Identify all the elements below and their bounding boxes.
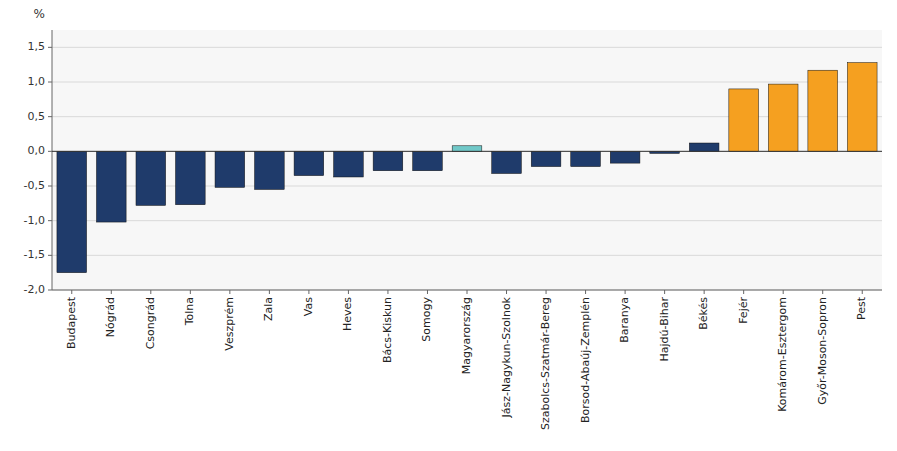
chart-svg: -2,0 -1,5 -1,0 -0,5 0,0 0,5 1,0 1,5% Budapest Nóg… xyxy=(0,0,897,451)
x-tick xyxy=(546,290,547,294)
bar xyxy=(334,151,364,177)
x-tick xyxy=(704,290,705,294)
bar xyxy=(136,151,166,205)
bar xyxy=(689,143,719,151)
x-tick xyxy=(506,290,507,294)
x-tick-label: Jász-Nagykun-Szolnok xyxy=(500,296,513,418)
y-axis-line xyxy=(52,30,53,290)
bar xyxy=(176,151,206,204)
plot-area xyxy=(52,30,882,290)
x-tick xyxy=(111,290,112,294)
x-tick xyxy=(387,290,388,294)
bar xyxy=(768,84,798,151)
x-tick xyxy=(743,290,744,294)
x-tick xyxy=(348,290,349,294)
x-tick xyxy=(664,290,665,294)
x-tick xyxy=(190,290,191,294)
x-tick-label: Csongrád xyxy=(144,297,157,349)
x-tick xyxy=(625,290,626,294)
x-tick-label: Somogy xyxy=(420,297,433,342)
x-tick-label: Szabolcs-Szatmár-Bereg xyxy=(539,297,552,430)
x-tick-label: Baranya xyxy=(618,297,631,343)
bar xyxy=(96,151,126,222)
bar xyxy=(847,63,877,152)
x-tick xyxy=(308,290,309,294)
chart-container: -2,0 -1,5 -1,0 -0,5 0,0 0,5 1,0 1,5% Budapest Nóg… xyxy=(0,0,897,451)
x-tick-label: Nógrád xyxy=(104,297,117,337)
bar xyxy=(294,151,324,175)
y-tick xyxy=(48,116,52,117)
x-tick xyxy=(269,290,270,294)
x-tick xyxy=(229,290,230,294)
grid-line xyxy=(52,220,882,221)
bars xyxy=(57,63,877,273)
y-tick xyxy=(48,151,52,152)
bar xyxy=(610,151,640,163)
x-tick-label: Békés xyxy=(697,297,710,330)
y-tick-label: -1,0 xyxy=(24,214,45,227)
x-tick-label: Komárom-Esztergom xyxy=(776,297,789,412)
x-tick-label: Hajdú-Bihar xyxy=(658,297,671,362)
y-tick-label: -0,5 xyxy=(24,179,45,192)
grid-line xyxy=(52,151,882,152)
y-tick xyxy=(48,255,52,256)
grid-line xyxy=(52,255,882,256)
x-tick-label: Magyarország xyxy=(460,297,473,374)
x-tick-label: Veszprém xyxy=(223,297,236,351)
bar xyxy=(255,151,285,189)
x-tick-label: Bács-Kiskun xyxy=(381,297,394,363)
y-tick xyxy=(48,82,52,83)
grid-line xyxy=(52,47,882,48)
zero-line xyxy=(52,151,882,152)
bar xyxy=(452,146,482,152)
x-tick-label: Tolna xyxy=(183,297,196,326)
bar xyxy=(492,151,522,173)
x-tick-label: Vas xyxy=(302,297,315,316)
y-axis-label: % xyxy=(34,7,45,21)
bar xyxy=(373,151,403,170)
x-tick-label: Fejér xyxy=(737,297,750,324)
y-tick xyxy=(48,290,52,291)
x-tick xyxy=(783,290,784,294)
x-tick xyxy=(862,290,863,294)
bar xyxy=(57,151,87,272)
y-tick xyxy=(48,186,52,187)
y-tick xyxy=(48,220,52,221)
x-tick-label: Pest xyxy=(855,296,868,320)
bar xyxy=(571,151,601,166)
bar xyxy=(215,151,245,187)
bar xyxy=(729,89,759,151)
x-tick xyxy=(585,290,586,294)
y-tick-label: 1,0 xyxy=(28,75,46,88)
y-tick-label: 1,5 xyxy=(28,40,46,53)
y-tick-label: 0,5 xyxy=(28,110,46,123)
x-tick-label: Borsod-Abaúj-Zemplén xyxy=(579,297,592,423)
y-tick xyxy=(48,47,52,48)
y-tick-label: 0,0 xyxy=(28,144,46,157)
bar xyxy=(413,151,443,170)
x-tick-label: Zala xyxy=(262,297,275,321)
x-tick-label: Győr-Moson-Sopron xyxy=(816,297,829,405)
y-tick-label: -2,0 xyxy=(24,283,45,296)
y-tick-label: -1,5 xyxy=(24,248,45,261)
x-tick xyxy=(71,290,72,294)
x-tick-label: Heves xyxy=(341,297,354,331)
bar xyxy=(531,151,561,166)
x-tick-label: Budapest xyxy=(65,296,78,349)
x-tick xyxy=(427,290,428,294)
x-tick xyxy=(467,290,468,294)
bar xyxy=(808,70,838,151)
x-tick xyxy=(822,290,823,294)
x-tick xyxy=(150,290,151,294)
grid-line xyxy=(52,82,882,83)
